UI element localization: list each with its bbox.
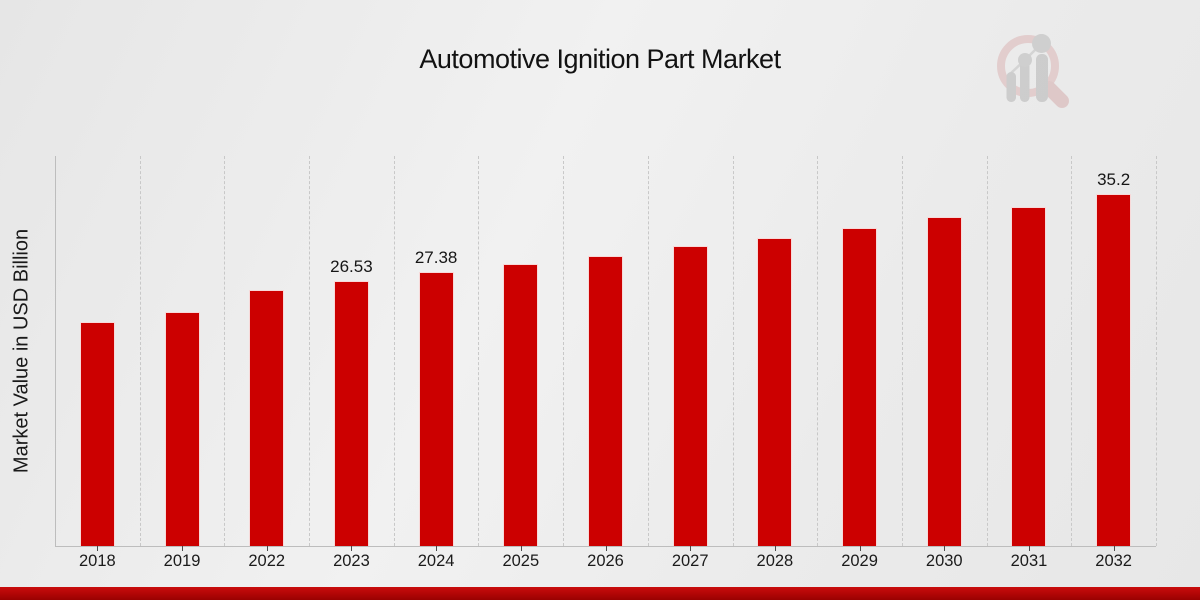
vertical-gridline [986, 156, 988, 546]
bar-2023 [333, 281, 369, 546]
vertical-gridline [393, 156, 395, 546]
x-axis-tick [774, 546, 776, 551]
vertical-gridline [139, 156, 141, 546]
bar-2028 [757, 238, 793, 546]
vertical-gridline [1156, 156, 1157, 546]
x-axis-label-2024: 2024 [417, 552, 455, 570]
vertical-gridline [478, 156, 480, 546]
x-axis-tick [266, 546, 268, 551]
vertical-gridline [1071, 156, 1073, 546]
x-axis-tick [859, 546, 861, 551]
bar-value-label: 27.38 [414, 248, 458, 267]
chart-title: Automotive Ignition Part Market [419, 44, 781, 74]
x-axis-label-2027: 2027 [671, 552, 709, 570]
vertical-gridline [647, 156, 649, 546]
magnifier-bar-chart-logo-icon [997, 34, 1069, 108]
x-axis-tick [944, 546, 946, 551]
plot-area: 2018 2019 2022 26.53 2023 27.38 2024 2025 2026 20… [55, 156, 1157, 570]
bar-2022 [249, 290, 285, 546]
x-axis-tick [520, 546, 522, 551]
x-axis-label-2032: 2032 [1095, 552, 1132, 570]
bar-2029 [842, 228, 878, 546]
bar-2025 [503, 264, 539, 546]
bar-2024 [418, 272, 454, 546]
x-axis-tick [1028, 546, 1030, 551]
x-axis-label-2025: 2025 [502, 552, 540, 570]
bar-value-label: 26.53 [330, 257, 373, 276]
vertical-gridline [563, 156, 565, 546]
x-axis-label-2023: 2023 [333, 552, 370, 570]
bar-2032 [1096, 194, 1132, 546]
x-axis-label-2029: 2029 [841, 552, 878, 570]
x-axis-tick [182, 546, 184, 551]
x-axis-tick [97, 546, 99, 551]
x-axis-label-2019: 2019 [163, 552, 201, 570]
vertical-gridline [309, 156, 311, 546]
x-axis-tick [690, 546, 692, 551]
bar-2018 [79, 322, 115, 546]
vertical-gridline [817, 156, 819, 546]
x-axis-label-2031: 2031 [1010, 552, 1048, 570]
bottom-accent-bar [0, 587, 1200, 600]
x-axis-label-2030: 2030 [925, 552, 963, 570]
x-axis-tick [436, 546, 438, 551]
vertical-gridline [901, 156, 903, 546]
y-axis-label: Market Value in USD Billion [10, 228, 33, 474]
x-axis-tick [351, 546, 353, 551]
y-axis-line [55, 156, 56, 546]
bar-2026 [588, 256, 623, 546]
bar-value-label: 35.2 [1097, 170, 1131, 189]
x-axis-label-2022: 2022 [248, 552, 286, 570]
x-axis-label-2026: 2026 [587, 552, 624, 570]
bar-2030 [926, 217, 962, 546]
x-axis-tick [1113, 546, 1115, 551]
x-axis-label-2028: 2028 [756, 552, 794, 570]
vertical-gridline [732, 156, 734, 546]
bar-2031 [1011, 207, 1047, 546]
x-axis-label-2018: 2018 [79, 552, 116, 570]
bar-2027 [672, 246, 708, 546]
bar-2019 [164, 312, 200, 546]
vertical-gridline [224, 156, 226, 546]
x-axis-tick [605, 546, 607, 551]
